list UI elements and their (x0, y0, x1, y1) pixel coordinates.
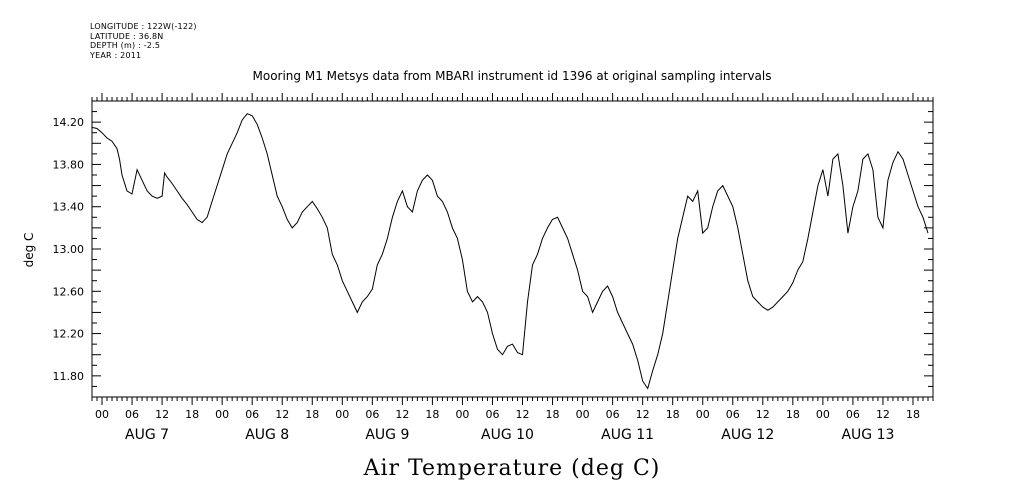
x-day-label: AUG 13 (841, 427, 894, 443)
x-axis-title: Air Temperature (deg C) (363, 456, 661, 481)
plot-frame (91, 100, 934, 398)
y-tick-label: 11.80 (53, 370, 85, 383)
x-hour-label: 12 (395, 408, 409, 421)
x-day-label: AUG 10 (481, 427, 534, 443)
x-hour-label: 12 (155, 408, 169, 421)
metadata-block: LONGITUDE : 122W(-122) LATITUDE : 36.8N … (90, 22, 197, 60)
x-hour-label: 12 (876, 408, 890, 421)
x-hour-label: 06 (125, 408, 139, 421)
x-hour-label: 00 (455, 408, 469, 421)
y-tick-label: 12.60 (53, 285, 85, 298)
x-day-label: AUG 8 (245, 427, 289, 443)
y-tick-label: 12.20 (53, 328, 85, 341)
x-hour-label: 00 (215, 408, 229, 421)
y-tick-label: 13.80 (53, 158, 85, 171)
x-hour-label: 18 (425, 408, 439, 421)
x-hour-label: 00 (95, 408, 109, 421)
x-hour-label: 18 (666, 408, 680, 421)
x-hour-label: 12 (275, 408, 289, 421)
depth-label: DEPTH (m) : -2.5 (90, 41, 161, 50)
x-hour-label: 18 (546, 408, 560, 421)
x-hour-label: 18 (906, 408, 920, 421)
x-hour-label: 06 (485, 408, 499, 421)
x-hour-label: 00 (576, 408, 590, 421)
y-axis: 14.20 13.80 13.40 13.00 12.60 12.20 11.80 (53, 100, 933, 398)
x-hour-label: 12 (756, 408, 770, 421)
x-hour-label: 00 (696, 408, 710, 421)
y-tick-label: 13.00 (53, 243, 85, 256)
x-hour-label: 18 (305, 408, 319, 421)
series-line (91, 113, 929, 390)
y-axis-label: deg C (22, 233, 36, 268)
chart-title: Mooring M1 Metsys data from MBARI instru… (253, 69, 772, 83)
x-day-label: AUG 9 (365, 427, 409, 443)
x-day-label: AUG 12 (721, 427, 774, 443)
latitude-label: LATITUDE : 36.8N (90, 31, 164, 41)
x-hour-label: 18 (185, 408, 199, 421)
x-hour-label: 06 (726, 408, 740, 421)
x-hour-label: 06 (846, 408, 860, 421)
x-hour-label: 12 (516, 408, 530, 421)
x-hour-label: 06 (245, 408, 259, 421)
x-day-label: AUG 11 (601, 427, 654, 443)
y-tick-label: 14.20 (53, 116, 85, 129)
x-hour-label: 00 (816, 408, 830, 421)
x-hour-label: 12 (636, 408, 650, 421)
x-day-label: AUG 7 (125, 427, 169, 443)
longitude-label: LONGITUDE : 122W(-122) (90, 22, 197, 31)
x-hour-label: 00 (335, 408, 349, 421)
x-hour-label: 06 (365, 408, 379, 421)
x-axis: 00 06 12 18 00 06 12 18 00 06 12 18 00 06 12 18 00 06 12 18… (91, 93, 934, 443)
y-tick-label: 13.40 (53, 201, 85, 214)
x-hour-label: 18 (786, 408, 800, 421)
x-hour-label: 06 (606, 408, 620, 421)
year-label: YEAR : 2011 (90, 50, 142, 60)
